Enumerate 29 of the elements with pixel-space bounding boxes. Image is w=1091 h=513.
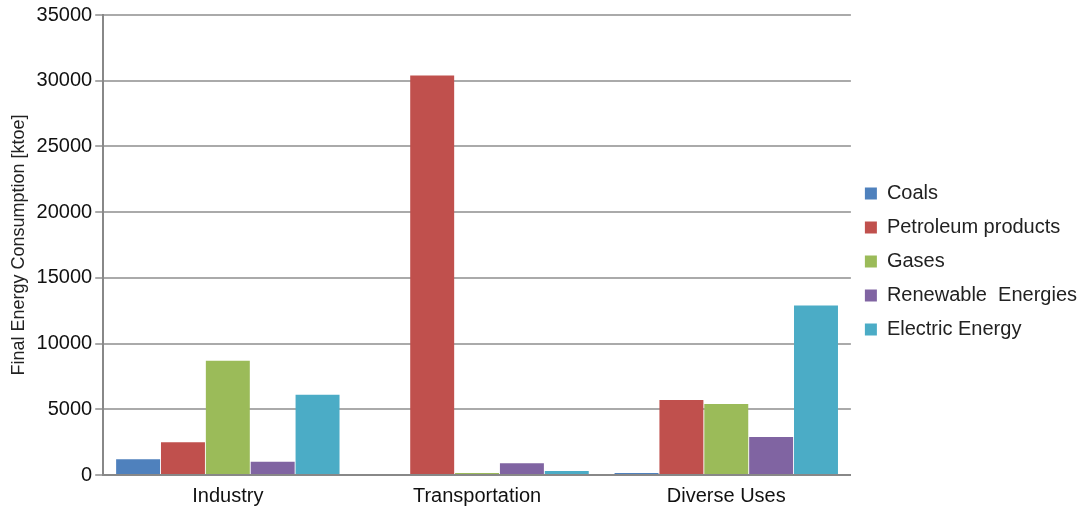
legend-label: Electric Energy — [886, 317, 1022, 340]
bar — [544, 471, 589, 474]
bar — [205, 360, 250, 474]
bar — [160, 442, 205, 474]
y-tick-label: 0 — [81, 462, 93, 485]
bar — [704, 404, 749, 474]
bar — [250, 461, 295, 474]
legend-label: Renewable Energies — [886, 283, 1078, 306]
y-tick-label: 25000 — [36, 133, 93, 156]
y-tick-label: 5000 — [47, 396, 93, 419]
bar — [794, 305, 838, 474]
legend-label: Coals — [886, 181, 939, 204]
bar — [659, 400, 704, 474]
legend-label: Gases — [886, 249, 945, 272]
x-tick-label: Industry — [192, 483, 264, 506]
x-tick-label: Diverse Uses — [666, 483, 786, 506]
legend-label: Petroleum products — [886, 215, 1061, 238]
bar — [410, 75, 455, 474]
y-tick-label: 15000 — [36, 265, 93, 288]
y-tick-label: 35000 — [36, 2, 93, 25]
bar — [116, 459, 161, 474]
y-axis-title: Final Energy Consumption [ktoe] — [7, 114, 28, 376]
y-tick-label: 20000 — [36, 199, 93, 222]
x-tick-label: Transportation — [412, 483, 542, 506]
bar — [499, 463, 544, 474]
y-tick-label: 10000 — [36, 331, 93, 354]
bar — [749, 436, 794, 474]
bar — [295, 394, 340, 474]
y-tick-label: 30000 — [36, 68, 93, 91]
